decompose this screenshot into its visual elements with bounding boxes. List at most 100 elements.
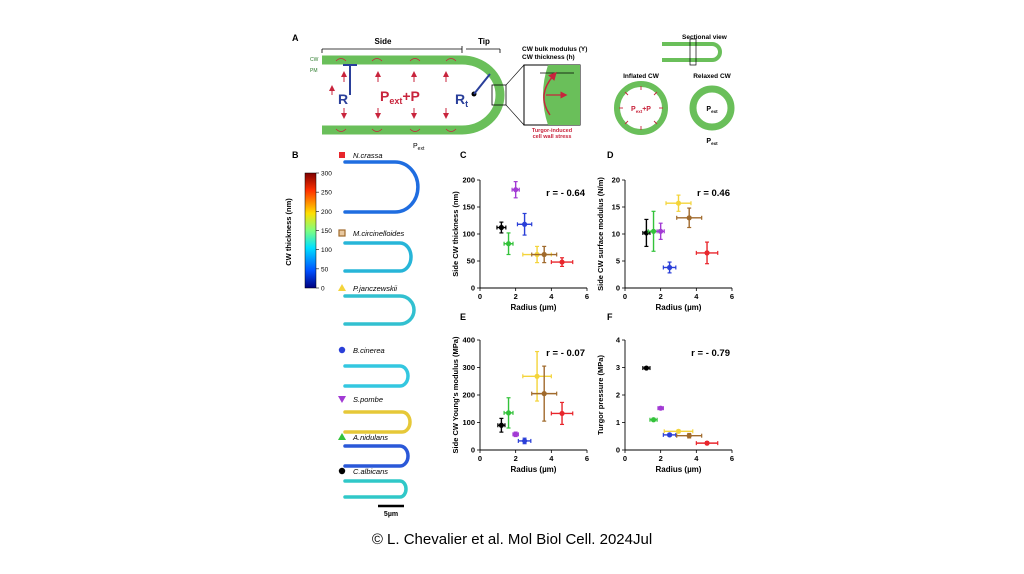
point-marker: [675, 428, 682, 434]
data-point: [496, 221, 507, 234]
data-point: [665, 194, 692, 212]
species-marker: [339, 152, 345, 158]
species-marker: [338, 396, 346, 403]
point-marker: [521, 221, 528, 227]
data-point: [522, 350, 552, 402]
pressure-label: Pext+P: [380, 88, 420, 106]
data-point: [531, 245, 558, 264]
point-marker: [666, 264, 673, 271]
tip-label: Tip: [478, 37, 490, 46]
y-tick-label: 15: [612, 203, 620, 212]
point-marker: [541, 251, 547, 258]
data-point: [511, 181, 520, 199]
hypha-wall: [322, 55, 505, 135]
point-marker: [658, 228, 664, 234]
data-point: [663, 428, 694, 434]
point-marker: [513, 431, 519, 437]
point-marker: [505, 410, 512, 416]
y-tick-label: 400: [462, 336, 475, 345]
x-tick-label: 0: [478, 292, 482, 301]
side-label: Side: [375, 37, 392, 46]
data-point: [531, 365, 558, 422]
y-tick-label: 3: [616, 363, 620, 372]
colorbar-tick-label: 150: [321, 228, 332, 235]
relaxed-ring: [689, 85, 735, 131]
x-tick-label: 0: [623, 454, 627, 463]
colorbar-tick-label: 0: [321, 286, 325, 293]
caption: © L. Chevalier et al. Mol Biol Cell. 202…: [371, 531, 653, 548]
tip-radius-label: Rt: [455, 91, 468, 109]
x-tick-label: 4: [694, 454, 699, 463]
y-tick-label: 100: [462, 230, 475, 239]
species-list: N.crassa M.circinelloides P.janczewskii B.c…: [338, 151, 405, 476]
point-marker: [541, 391, 547, 397]
chart-panel-f: F 0 2 4 6 0 1 2 3 4 Radius (µm) Turgor pressure (MP…: [596, 312, 734, 474]
point-marker: [675, 200, 682, 206]
data-point: [550, 401, 574, 426]
panel-letter: E: [460, 312, 466, 322]
data-point: [550, 257, 574, 267]
stress-label-1: Turgor-induced: [532, 128, 572, 134]
colorbar-tick-label: 50: [321, 266, 329, 273]
species-marker: [338, 467, 346, 475]
data-point: [676, 207, 703, 229]
cw-label: CW: [310, 57, 319, 63]
pm-label: PM: [310, 68, 318, 74]
data-point: [642, 218, 651, 248]
chart-panel-d: D 0 2 4 6 0 5 10 15 20 Radius (µm) Side CW surface …: [596, 150, 734, 312]
x-tick-label: 4: [549, 292, 554, 301]
data-point: [512, 431, 519, 438]
y-tick-label: 0: [616, 284, 620, 293]
x-tick-label: 2: [514, 454, 518, 463]
outer-pressure: Pext: [706, 138, 718, 146]
data-point: [503, 397, 514, 429]
data-point: [649, 417, 658, 423]
correlation-annotation: r = 0.46: [697, 188, 730, 199]
y-tick-label: 0: [471, 284, 475, 293]
y-tick-label: 2: [616, 391, 620, 400]
correlation-annotation: r = - 0.79: [691, 348, 730, 359]
data-point: [676, 432, 703, 439]
x-tick-label: 0: [478, 454, 482, 463]
modulus-label: CW bulk modulus (Y): [522, 46, 587, 53]
y-tick-label: 300: [462, 363, 475, 372]
species-name: C.albicans: [353, 467, 388, 476]
thickness-label: CW thickness (h): [522, 54, 575, 61]
point-marker: [498, 224, 504, 231]
point-marker: [521, 438, 528, 444]
data-point: [662, 432, 677, 438]
x-axis-label: Radius (µm): [511, 465, 557, 474]
inflated-label: Inflated CW: [623, 73, 660, 80]
panel-a: A Side Tip CW PM R Pext+P: [292, 33, 735, 152]
scale-bar-label: 5µm: [384, 511, 398, 518]
panel-letter: C: [460, 150, 467, 160]
cell-outlines: [343, 160, 420, 499]
species-name: M.circinelloides: [353, 229, 405, 238]
species-name: S.pombe: [353, 395, 383, 404]
relaxed-label: Relaxed CW: [693, 73, 731, 80]
species-name: B.cinerea: [353, 346, 385, 355]
y-axis-label: Side CW surface modulus (N/m): [596, 177, 605, 291]
point-marker: [704, 250, 710, 256]
species-marker: [338, 346, 346, 354]
y-axis-label: Side CW Young's modulus (MPa): [451, 336, 460, 453]
inflated-pressure: Pext+P: [631, 106, 651, 114]
panel-letter: F: [607, 312, 613, 322]
point-marker: [650, 417, 657, 423]
x-tick-label: 2: [659, 292, 663, 301]
y-tick-label: 5: [616, 257, 620, 266]
radius-label: R: [338, 91, 348, 107]
data-point: [656, 222, 665, 240]
point-marker: [666, 432, 673, 438]
data-point: [517, 437, 532, 445]
data-point: [642, 365, 651, 371]
species-marker: [338, 284, 346, 291]
species-name: N.crassa: [353, 151, 383, 160]
x-axis-label: Radius (µm): [656, 465, 702, 474]
point-marker: [559, 259, 565, 265]
species-marker: [338, 229, 346, 237]
x-tick-label: 0: [623, 292, 627, 301]
point-marker: [658, 405, 664, 411]
correlation-annotation: r = - 0.64: [546, 188, 586, 199]
